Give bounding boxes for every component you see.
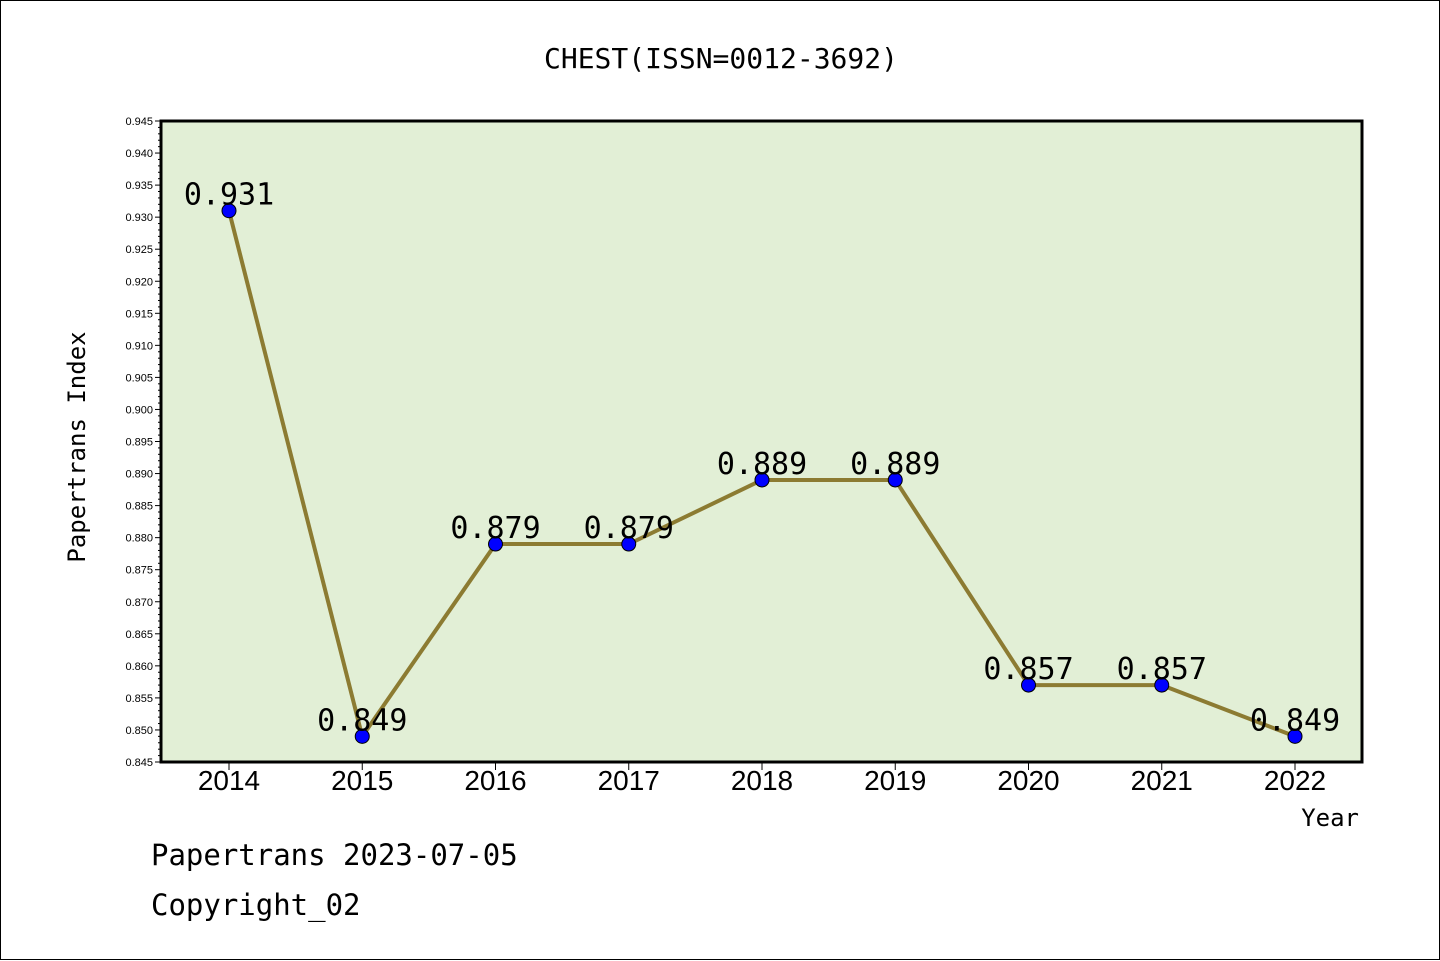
data-label: 0.849 (1250, 703, 1340, 738)
x-tick-label: 2020 (997, 765, 1059, 796)
x-tick-label: 2018 (731, 765, 793, 796)
data-label: 0.857 (1117, 652, 1207, 687)
chart-title: CHEST(ISSN=0012-3692) (544, 42, 898, 75)
x-tick-label: 2016 (464, 765, 526, 796)
y-tick-label: 0.890 (125, 469, 153, 481)
y-tick-label: 0.945 (125, 116, 153, 128)
data-label: 0.879 (450, 511, 540, 546)
data-label: 0.857 (983, 652, 1073, 687)
data-point (488, 536, 503, 552)
y-tick-label: 0.935 (125, 180, 153, 192)
data-point (354, 728, 370, 744)
data-label: 0.931 (184, 178, 274, 213)
data-point (221, 203, 237, 219)
data-point (1021, 677, 1036, 693)
y-tick-label: 0.850 (125, 725, 153, 737)
y-tick-label: 0.930 (125, 212, 153, 224)
data-label: 0.849 (317, 703, 407, 738)
y-tick-label: 0.940 (125, 148, 153, 160)
data-labels: 0.931 0.849 0.879 0.879 0.889 0.889 0.857 0.857… (184, 178, 1340, 739)
x-tick-label: 2022 (1264, 765, 1326, 796)
data-point (1287, 728, 1303, 744)
x-axis-ticks: 2014 2015 2016 2017 2018 2019 2020 2021 2022 (198, 762, 1326, 796)
y-tick-label: 0.925 (125, 244, 153, 256)
plot-area (161, 121, 1362, 762)
x-tick-label: 2021 (1131, 765, 1193, 796)
y-tick-label: 0.875 (125, 565, 153, 577)
footer-date: Papertrans 2023-07-05 (151, 838, 518, 872)
y-tick-label: 0.885 (125, 501, 153, 513)
data-label: 0.889 (717, 447, 807, 482)
y-axis-label: Papertrans Index (63, 331, 91, 562)
x-tick-label: 2014 (198, 765, 260, 796)
data-point (621, 536, 637, 552)
footer-copyright: Copyright_02 (151, 888, 361, 923)
data-point (754, 472, 770, 488)
data-label: 0.879 (584, 511, 674, 546)
y-tick-label: 0.855 (125, 693, 153, 705)
y-tick-label: 0.915 (125, 308, 153, 320)
x-axis-label: Year (1301, 804, 1359, 832)
plot-border (159, 119, 1364, 764)
data-point (1154, 677, 1170, 693)
y-tick-label: 0.900 (125, 404, 153, 416)
y-tick-label: 0.905 (125, 372, 153, 384)
y-tick-label: 0.865 (125, 629, 153, 641)
x-tick-label: 2015 (331, 765, 393, 796)
y-tick-label: 0.910 (125, 340, 153, 352)
data-label: 0.889 (850, 447, 940, 482)
data-point (887, 472, 903, 488)
y-tick-label: 0.920 (125, 276, 153, 288)
y-tick-label: 0.895 (125, 437, 153, 449)
y-tick-label: 0.860 (125, 661, 153, 673)
x-tick-label: 2017 (598, 765, 660, 796)
y-tick-label: 0.870 (125, 597, 153, 609)
x-tick-label: 2019 (864, 765, 926, 796)
y-axis-ticks: 0.845 0.850 0.855 0.860 0.865 0.870 0.875 0.880… (125, 116, 161, 769)
data-markers (221, 203, 1303, 744)
y-tick-label: 0.845 (125, 757, 153, 769)
y-tick-label: 0.880 (125, 533, 153, 545)
